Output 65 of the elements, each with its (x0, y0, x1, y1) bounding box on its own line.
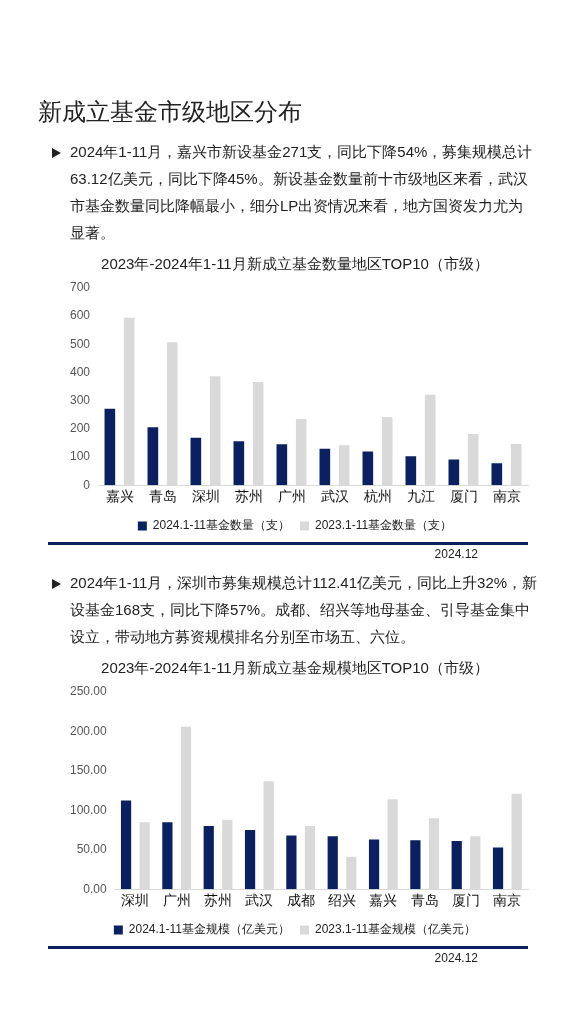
x-tick-label: 青岛 (148, 488, 177, 505)
x-tick-label: 青岛 (410, 892, 439, 909)
bar (203, 826, 214, 890)
x-tick-label: 九江 (406, 488, 435, 505)
y-tick-label: 100 (69, 449, 91, 464)
bar (147, 427, 159, 486)
bar (491, 463, 503, 486)
y-tick-label: 200 (69, 421, 91, 436)
bar (448, 459, 460, 486)
x-tick-label: 深圳 (191, 488, 220, 505)
bar (190, 437, 202, 486)
x-tick-label: 嘉兴 (105, 488, 134, 505)
text: 2024.12 (48, 946, 528, 965)
legend-label: 2024.1-11基金数量（支） (152, 518, 290, 533)
text: 2024.12 (48, 542, 528, 561)
bar (451, 841, 462, 890)
x-tick-label: 厦门 (452, 892, 481, 909)
x-tick-label: 广州 (277, 488, 306, 505)
bar (120, 800, 132, 890)
x-tick-label: 嘉兴 (369, 892, 398, 909)
text: 2024年1-11月，嘉兴市新设基金271支，同比下降54%，募集规模总计63.12亿美元，同比下降45%。新设基金数量前十市级地区来看，武汉市基金数量同比降幅最小，细分LP出资情况来看，地方国资发力尤为显著。 (70, 143, 533, 241)
bar (233, 441, 245, 486)
chart-title: 2023年-2024年1-11月新成立基金规模地区TOP10（市级） (101, 659, 489, 677)
y-tick-label: 250.00 (70, 684, 108, 699)
y-tick-label: 100.00 (70, 802, 108, 817)
bar (410, 840, 421, 890)
y-tick-label: 700 (69, 280, 91, 295)
x-tick-label: 南京 (492, 488, 521, 505)
y-tick-label: 400 (69, 364, 91, 379)
y-tick-label: 150.00 (70, 763, 108, 778)
text: 新成立基金市级地区分布 (37, 97, 303, 127)
y-tick-label: 200.00 (70, 723, 108, 738)
x-tick-label: 厦门 (449, 488, 478, 505)
x-tick-label: 武汉 (320, 488, 349, 505)
x-tick-label: 武汉 (245, 892, 274, 909)
x-tick-label: 成都 (286, 892, 315, 909)
bar (362, 451, 374, 486)
bar (286, 835, 297, 890)
text: 2024年1-11月，深圳市募集规模总计112.41亿美元，同比上升32%，新设基金168支，同比下降57%。成都、绍兴等地母基金、引导基金集中设立，带动地方募资规模排名分别至市场五、六位。 (70, 574, 538, 645)
y-tick-label: 50.00 (76, 842, 108, 857)
x-tick-label: 杭州 (362, 488, 392, 505)
x-tick-label: 南京 (493, 892, 522, 909)
y-tick-label: 300 (69, 393, 91, 407)
x-tick-label: 苏州 (204, 892, 233, 909)
legend-label: 2023.1-11基金规模（亿美元） (315, 922, 477, 937)
y-tick-label: 500 (69, 336, 91, 351)
bar (104, 408, 116, 486)
bar (368, 839, 380, 890)
y-tick-label: 0 (83, 477, 91, 492)
legend-label: 2024.1-11基金规模（亿美元） (128, 922, 290, 937)
x-tick-label: 深圳 (121, 892, 150, 909)
chart-title: 2023年-2024年1-11月新成立基金数量地区TOP10（市级） (101, 255, 489, 273)
bar (276, 444, 288, 486)
bar (492, 847, 504, 890)
x-tick-label: 苏州 (234, 488, 263, 505)
y-tick-label: 0.00 (83, 881, 108, 896)
x-tick-label: 广州 (162, 892, 191, 909)
bar (244, 830, 256, 890)
bar (162, 822, 173, 890)
x-tick-label: 绍兴 (328, 892, 357, 909)
bar (319, 448, 331, 486)
bar (405, 456, 417, 486)
y-tick-label: 600 (69, 308, 91, 323)
bar (327, 836, 338, 890)
legend-label: 2023.1-11基金数量（支） (315, 518, 453, 533)
